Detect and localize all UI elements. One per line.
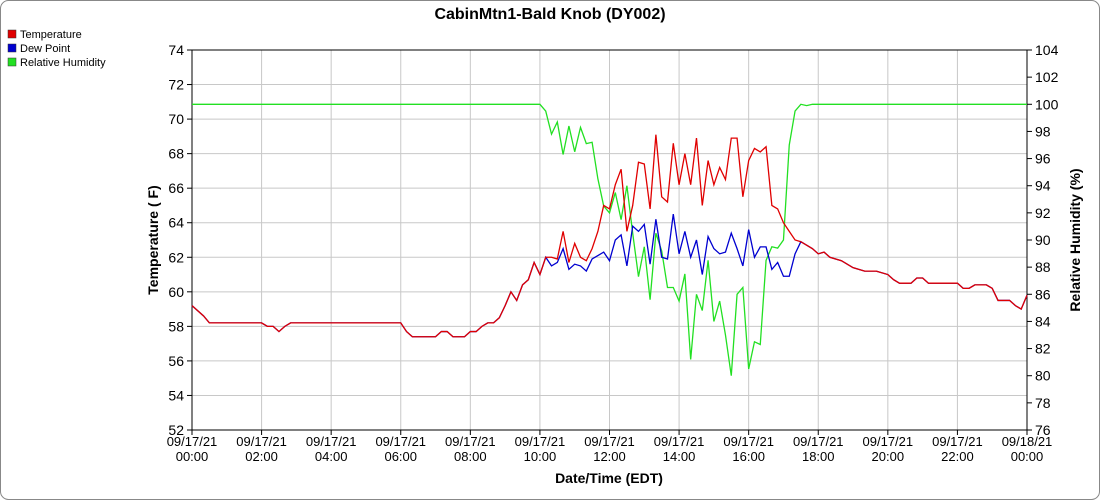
y2-tick-label: 82 (1035, 341, 1051, 357)
y2-tick-label: 96 (1035, 151, 1051, 167)
y-tick-label: 56 (168, 353, 184, 369)
chart-title: CabinMtn1-Bald Knob (DY002) (434, 6, 665, 23)
x-tick-label: 09/17/21 14:00 (654, 434, 705, 464)
y-tick-label: 72 (168, 77, 184, 93)
x-tick-label: 09/17/21 08:00 (445, 434, 496, 464)
legend-label: Relative Humidity (20, 57, 106, 69)
y2-tick-label: 102 (1035, 69, 1059, 85)
y2-tick-label: 78 (1035, 395, 1051, 411)
y2-tick-label: 104 (1035, 42, 1059, 58)
x-tick-label: 09/17/21 00:00 (167, 434, 218, 464)
x-axis-label: Date/Time (EDT) (555, 470, 663, 486)
x-tick-label: 09/18/21 00:00 (1002, 434, 1053, 464)
y-tick-label: 58 (168, 318, 184, 334)
y2-tick-label: 98 (1035, 123, 1051, 139)
x-tick-label: 09/17/21 02:00 (236, 434, 287, 464)
legend-swatch (7, 29, 17, 39)
y2-tick-label: 92 (1035, 205, 1051, 221)
x-tick-label: 09/17/21 18:00 (793, 434, 844, 464)
y-tick-label: 54 (168, 387, 184, 403)
y-tick-label: 74 (168, 42, 184, 58)
y2-tick-label: 100 (1035, 96, 1059, 112)
y-axis-label: Temperature ( F) (145, 185, 161, 294)
y-tick-label: 64 (168, 215, 184, 231)
y2-tick-label: 76 (1035, 422, 1051, 438)
plot-area (191, 49, 1028, 431)
y2-tick-label: 84 (1035, 313, 1051, 329)
x-tick-label: 09/17/21 10:00 (515, 434, 566, 464)
y2-tick-label: 80 (1035, 368, 1051, 384)
legend-swatch (7, 57, 17, 67)
y-tick-label: 52 (168, 422, 184, 438)
legend-label: Dew Point (20, 43, 70, 55)
y2-tick-label: 94 (1035, 178, 1051, 194)
y2-tick-label: 90 (1035, 232, 1051, 248)
legend-label: Temperature (20, 29, 82, 41)
x-tick-label: 09/17/21 06:00 (375, 434, 426, 464)
y-tick-label: 70 (168, 111, 184, 127)
y2-tick-label: 88 (1035, 259, 1051, 275)
x-tick-label: 09/17/21 04:00 (306, 434, 357, 464)
y-tick-label: 62 (168, 249, 184, 265)
x-tick-label: 09/17/21 12:00 (584, 434, 635, 464)
x-tick-label: 09/17/21 20:00 (863, 434, 914, 464)
legend-swatch (7, 43, 17, 53)
series-line (191, 134, 1028, 338)
x-tick-label: 09/17/21 16:00 (723, 434, 774, 464)
y2-axis-label: Relative Humidity (%) (1067, 168, 1083, 311)
y-tick-label: 66 (168, 180, 184, 196)
y-tick-label: 60 (168, 284, 184, 300)
x-tick-label: 09/17/21 22:00 (932, 434, 983, 464)
y2-tick-label: 86 (1035, 286, 1051, 302)
y-tick-label: 68 (168, 146, 184, 162)
series-line (192, 103, 1027, 376)
